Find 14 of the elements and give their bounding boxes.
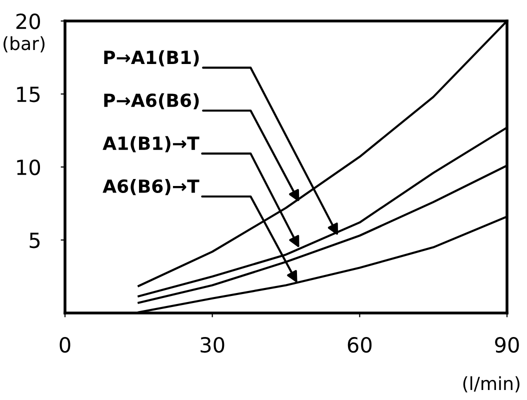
annotation: A1(B1)→T	[102, 136, 200, 152]
y-tick-label: 15	[17, 86, 40, 102]
x-axis-title: (l/min)	[463, 376, 520, 392]
x-tick-label: 60	[348, 336, 372, 353]
y-tick-label: 10	[17, 159, 40, 176]
x-tick-label: 0	[60, 336, 70, 353]
annotation: P→A6(B6)	[104, 93, 199, 110]
annotation: P→A1(B1)	[104, 50, 199, 66]
y-tick-label: 5	[30, 232, 40, 248]
y-axis-title: (bar)	[4, 36, 44, 52]
y-tick-label: 20	[16, 13, 40, 30]
x-tick-label: 90	[495, 336, 519, 353]
x-tick-label: 30	[200, 336, 224, 353]
annotation: A6(B6)→T	[102, 179, 200, 196]
